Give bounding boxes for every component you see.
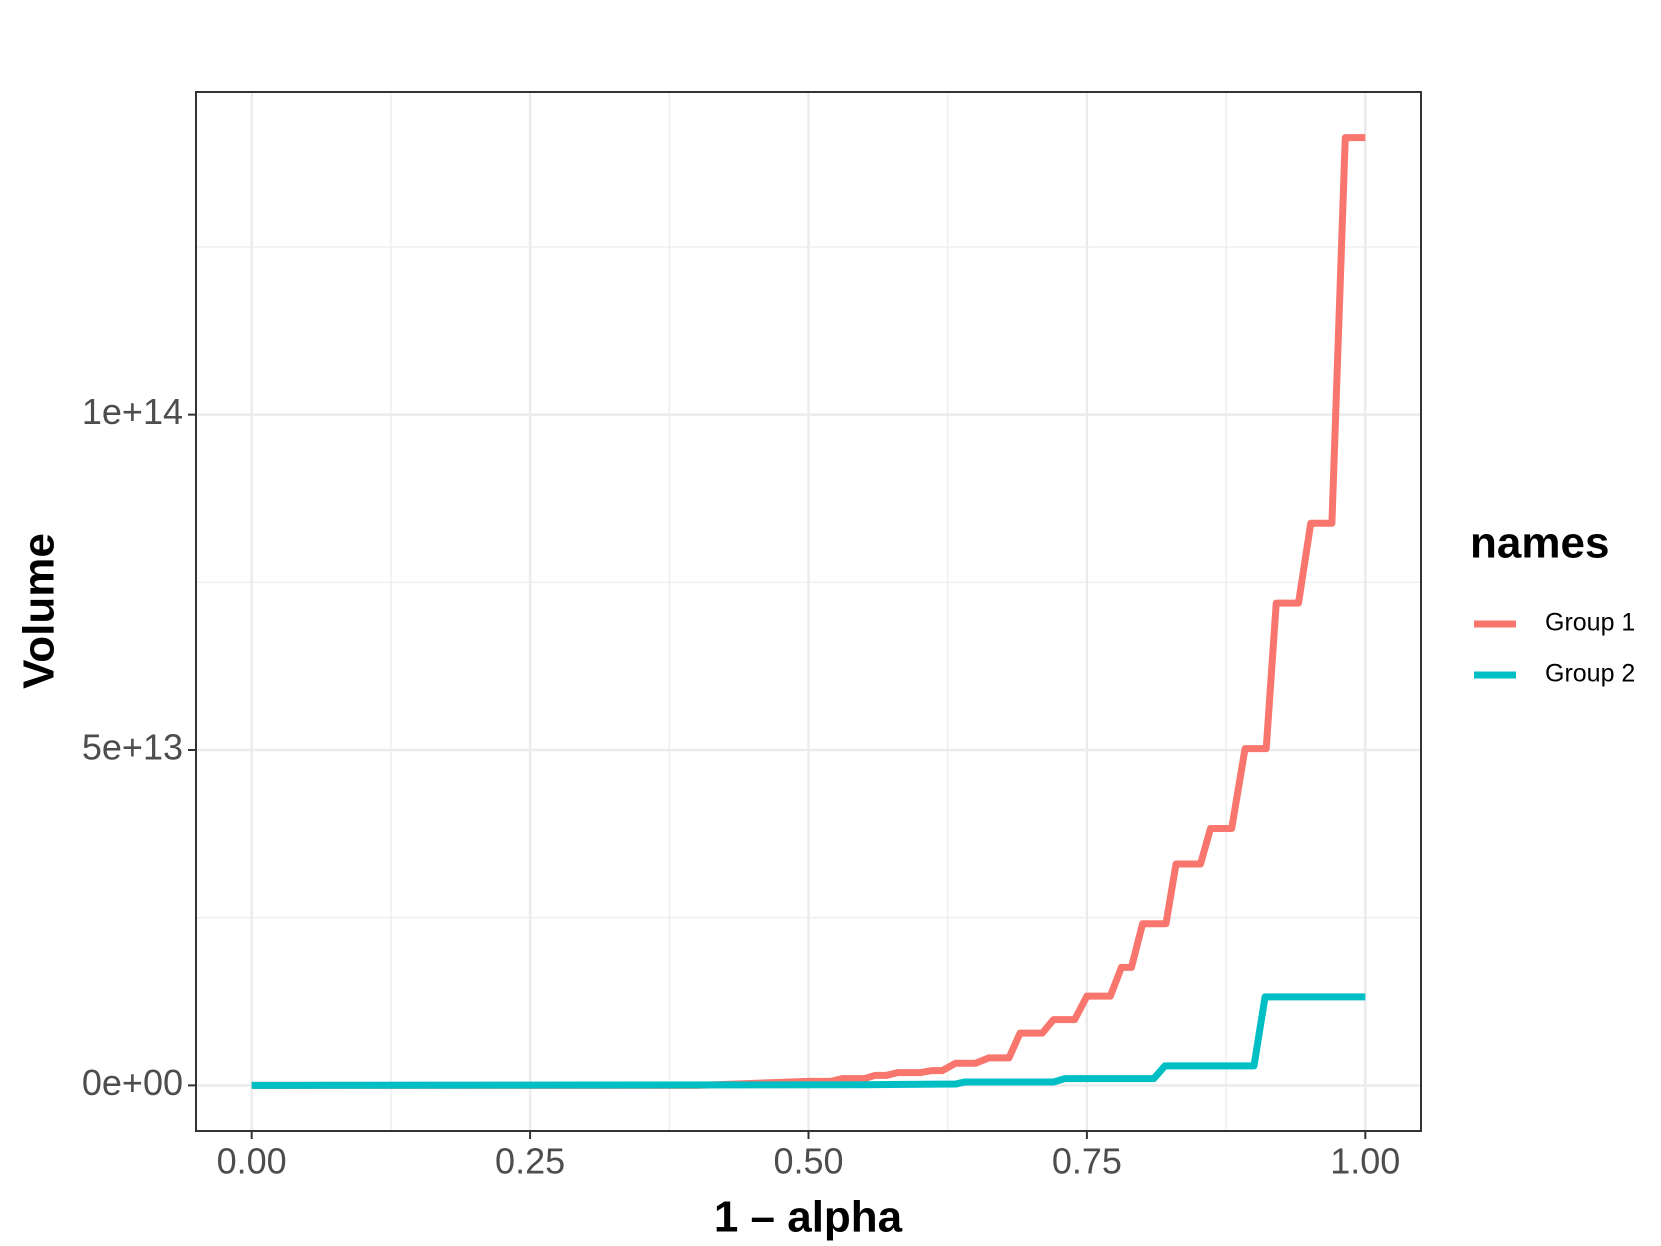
x-tick-label: 0.50 <box>773 1141 843 1182</box>
y-tick-label: 0e+00 <box>82 1062 183 1103</box>
y-axis-title: Volume <box>15 533 64 689</box>
legend-title: names <box>1470 519 1609 568</box>
y-tick-label: 5e+13 <box>82 727 183 768</box>
series-line <box>251 134 1366 1089</box>
series-line <box>251 993 1366 1089</box>
panel-border <box>195 91 1422 1132</box>
legend-label: Group 2 <box>1545 660 1635 688</box>
x-tick-label: 0.00 <box>217 1141 287 1182</box>
y-tick-label: 1e+14 <box>82 391 183 432</box>
x-tick-label: 1.00 <box>1330 1141 1400 1182</box>
x-tick-label: 0.25 <box>495 1141 565 1182</box>
x-tick-label: 0.75 <box>1052 1141 1122 1182</box>
x-axis-title: 1 – alpha <box>714 1193 903 1242</box>
legend-label: Group 1 <box>1545 609 1635 637</box>
